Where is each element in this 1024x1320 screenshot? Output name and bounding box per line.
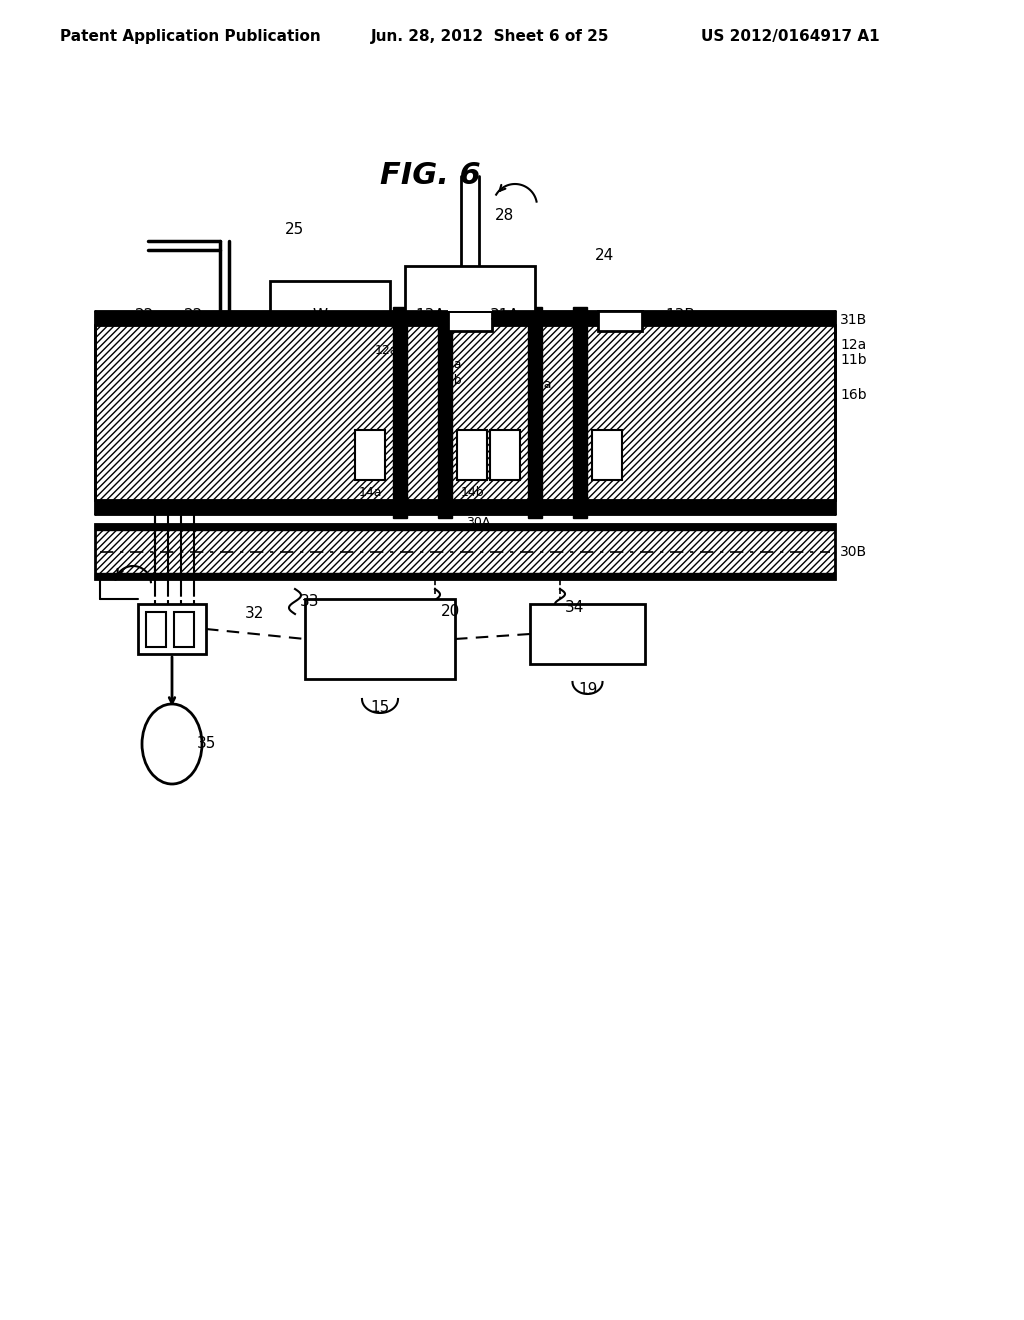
Text: 14a: 14a — [358, 486, 382, 499]
Bar — [598, 312, 642, 331]
Text: 31B: 31B — [840, 313, 867, 327]
Bar — [355, 430, 385, 480]
Text: 33: 33 — [300, 594, 319, 609]
Bar — [174, 612, 194, 647]
Text: 22a: 22a — [183, 308, 212, 322]
Bar — [449, 312, 492, 331]
Text: 14b: 14b — [460, 486, 483, 499]
Bar — [95, 312, 835, 325]
Bar — [573, 308, 587, 517]
Text: 13A: 13A — [415, 308, 444, 322]
Ellipse shape — [142, 704, 202, 784]
Text: 34: 34 — [565, 599, 585, 615]
Text: 11a: 11a — [438, 359, 462, 371]
Bar — [95, 500, 835, 513]
Text: 32: 32 — [246, 606, 264, 622]
Bar — [95, 573, 835, 579]
Text: Jun. 28, 2012  Sheet 6 of 25: Jun. 28, 2012 Sheet 6 of 25 — [371, 29, 609, 45]
Text: 12a: 12a — [375, 343, 398, 356]
Bar — [393, 308, 407, 517]
Bar — [95, 325, 835, 500]
Text: US 2012/0164917 A1: US 2012/0164917 A1 — [700, 29, 880, 45]
Text: W: W — [312, 308, 328, 322]
Bar — [95, 524, 835, 579]
Bar — [438, 308, 452, 517]
Bar — [592, 430, 622, 480]
Text: 16a: 16a — [528, 379, 552, 392]
Text: 12b: 12b — [438, 374, 462, 387]
Bar — [146, 612, 166, 647]
Bar — [270, 281, 390, 312]
Bar — [305, 599, 455, 678]
Bar — [528, 308, 542, 517]
Text: 25: 25 — [286, 223, 304, 238]
Text: 20: 20 — [440, 603, 460, 619]
Text: 30A: 30A — [466, 516, 490, 528]
Text: 12a: 12a — [840, 338, 866, 352]
Text: 35: 35 — [198, 737, 217, 751]
Text: 15: 15 — [371, 700, 389, 714]
Bar — [95, 524, 835, 531]
Bar — [457, 430, 487, 480]
Bar — [530, 605, 645, 664]
Bar — [138, 605, 206, 653]
Text: 30B: 30B — [840, 544, 867, 558]
Text: 22: 22 — [135, 308, 155, 322]
Text: 24: 24 — [595, 248, 614, 263]
Text: 31A: 31A — [490, 308, 520, 322]
Text: 19: 19 — [578, 681, 597, 697]
Text: FIG. 6: FIG. 6 — [380, 161, 480, 190]
Text: 11b: 11b — [840, 352, 866, 367]
Bar — [490, 430, 520, 480]
Bar — [406, 267, 535, 312]
Text: Patent Application Publication: Patent Application Publication — [59, 29, 321, 45]
Text: 16b: 16b — [840, 388, 866, 403]
Text: 13B: 13B — [665, 308, 695, 322]
Bar — [449, 301, 492, 312]
Text: 28: 28 — [496, 207, 515, 223]
